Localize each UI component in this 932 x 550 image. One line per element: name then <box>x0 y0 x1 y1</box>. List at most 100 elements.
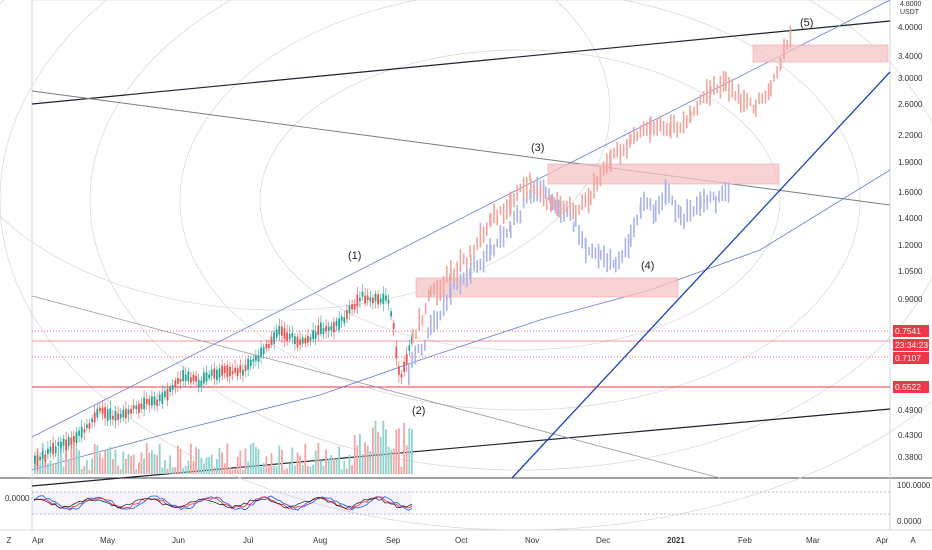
candle-body <box>278 325 281 335</box>
candle-body <box>179 378 182 383</box>
projection-bar <box>476 260 478 273</box>
projection-bar <box>566 200 568 213</box>
candle-body <box>104 407 106 419</box>
volume-bar <box>195 447 197 474</box>
volume-bar <box>278 445 281 474</box>
candle-body <box>83 429 86 433</box>
candle-body <box>255 355 257 361</box>
time-tick: May <box>100 536 115 545</box>
candle-body <box>382 293 385 305</box>
projection-red-bars[interactable] <box>412 25 792 344</box>
candle-body <box>314 331 317 339</box>
projection-bar <box>513 210 515 225</box>
candle-body <box>93 412 96 423</box>
projection-bar <box>591 243 593 259</box>
candle-body <box>47 448 49 455</box>
volume-bar <box>304 443 307 474</box>
candle-body <box>400 374 403 378</box>
volume-bar <box>255 447 257 474</box>
projection-bar <box>442 292 445 317</box>
projection-bar <box>585 238 587 264</box>
projection-bar <box>731 78 733 98</box>
candle-body <box>190 377 192 383</box>
projection-bar <box>665 179 667 206</box>
volume-bar <box>151 450 153 474</box>
projection-bar <box>486 222 488 237</box>
price-tick: 4.0000 <box>898 23 923 32</box>
volume-bar <box>312 464 314 474</box>
price-tick: 4.8000 <box>900 1 922 8</box>
candle-body <box>164 391 166 398</box>
gray-descending-line <box>31 90 891 206</box>
projection-bar <box>506 228 508 238</box>
volume-bar <box>226 443 229 474</box>
volume-bar <box>80 468 83 474</box>
projection-bar <box>709 191 712 203</box>
indicator-pane[interactable]: 0.0000 100.0000 0.0000 <box>5 481 931 526</box>
volume-bar <box>317 442 320 474</box>
projection-bar <box>466 266 468 287</box>
candle-body <box>203 372 205 384</box>
projection-bar <box>581 231 583 249</box>
candle-body <box>265 343 268 349</box>
projection-bar <box>590 190 592 206</box>
projection-bar <box>510 224 512 238</box>
projection-bar <box>559 195 562 217</box>
projection-bar <box>616 141 618 158</box>
volume-bar <box>57 451 60 474</box>
projection-bar <box>677 205 680 219</box>
candle-body <box>78 430 80 436</box>
volume-bar <box>93 443 96 474</box>
lower-black-trendline <box>31 408 891 487</box>
time-axis[interactable]: Apr May Jun Jul Aug Sep Oct Nov Dec 2021… <box>32 536 889 545</box>
candles[interactable] <box>34 284 413 471</box>
volume-bar <box>122 451 125 474</box>
price-tick: 3.0000 <box>898 74 923 83</box>
volume-bar <box>262 462 265 474</box>
candle-body <box>75 432 78 444</box>
candle-body <box>67 437 70 446</box>
volume-bar <box>369 450 372 474</box>
candle-body <box>359 297 361 302</box>
projection-bar <box>563 204 565 222</box>
candle-body <box>109 408 112 420</box>
trendlines[interactable] <box>31 0 891 487</box>
projection-bar <box>783 38 785 60</box>
volume-bar <box>392 448 395 474</box>
candle-body <box>249 359 252 367</box>
indicator-value: 0.0000 <box>5 494 30 503</box>
volume-bar <box>244 448 247 474</box>
candle-body <box>403 361 405 372</box>
price-tick: 1.2000 <box>898 241 923 250</box>
projection-bar <box>686 115 688 129</box>
zone-mid <box>547 163 780 185</box>
candle-body <box>239 365 242 373</box>
price-tick: 3.4000 <box>898 52 923 61</box>
volume-bar <box>356 445 359 474</box>
candle-body <box>208 374 210 379</box>
candle-body <box>127 409 130 415</box>
volume-bar <box>153 454 156 474</box>
volume-bar <box>270 453 273 474</box>
volume-bar <box>387 446 390 474</box>
reference-lines[interactable] <box>32 330 890 388</box>
candle-body <box>244 365 247 372</box>
candle-body <box>247 358 249 370</box>
wave-labels[interactable]: (1) (2) (3) (4) (5) <box>348 17 813 417</box>
volume-bar <box>75 447 78 474</box>
projection-bar <box>415 329 417 339</box>
candle-body <box>140 403 143 409</box>
projection-bar <box>542 188 545 207</box>
volume-bar <box>403 422 405 474</box>
candle-body <box>390 311 392 317</box>
projection-bar <box>693 106 695 117</box>
candle-body <box>317 325 320 336</box>
projection-bar <box>469 245 471 258</box>
log-scale-toggle-button[interactable]: Z <box>6 536 12 545</box>
upper-black-trendline <box>31 20 891 105</box>
candle-body <box>223 366 226 374</box>
volume-bar <box>377 431 379 474</box>
price-axis[interactable]: 4.8000 USDT 4.0000 3.4000 3.0000 2.6000 … <box>898 1 923 462</box>
auto-scale-button[interactable]: A <box>910 536 916 545</box>
